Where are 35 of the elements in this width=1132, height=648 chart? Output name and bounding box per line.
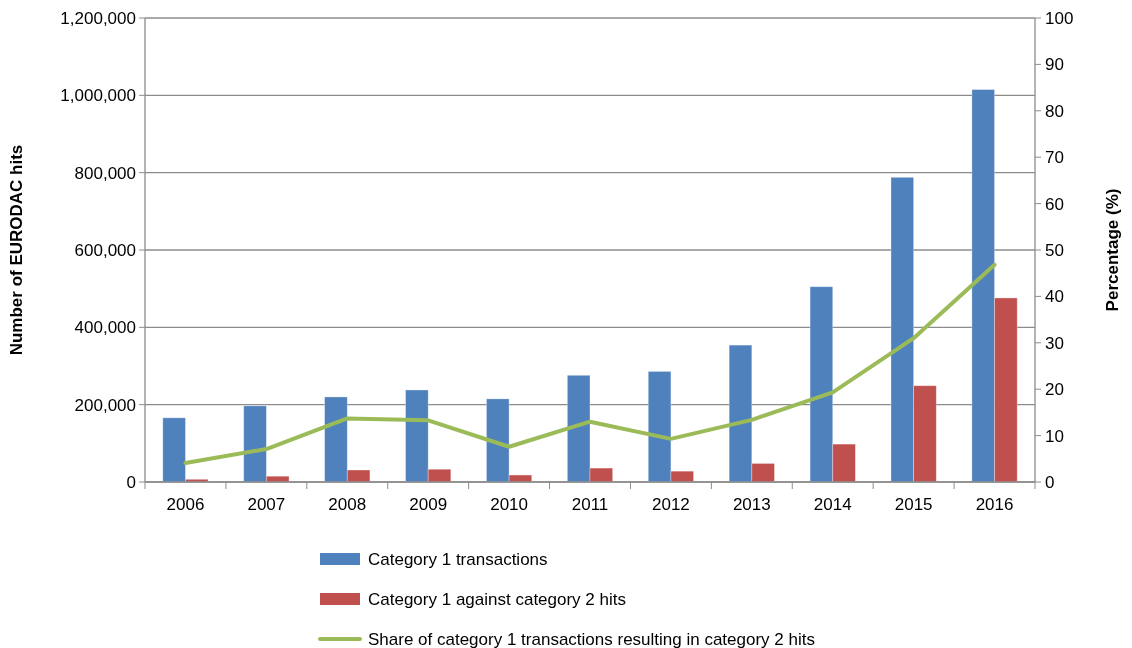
- y2-tick-label: 30: [1045, 333, 1064, 353]
- y2-tick-label: 80: [1045, 101, 1064, 121]
- y-tick-label: 200,000: [74, 395, 136, 415]
- y-tick-label: 1,000,000: [60, 86, 136, 106]
- line-series: [183, 262, 997, 465]
- y2-tick-label: 0: [1045, 472, 1055, 492]
- y2-tick-label: 10: [1045, 426, 1064, 446]
- x-tick-label: 2013: [732, 495, 771, 514]
- y2-tick-label: 70: [1045, 148, 1064, 168]
- y2-tick-label: 20: [1045, 380, 1064, 400]
- x-tick-label: 2007: [247, 495, 286, 514]
- legend-label: Category 1 transactions: [368, 549, 548, 569]
- x-tick-label: 2009: [409, 495, 448, 514]
- x-tick-label: 2008: [328, 495, 367, 514]
- y2-tick-label: 100: [1045, 8, 1074, 28]
- y2-tick-label: 50: [1045, 240, 1064, 260]
- x-tick-label: 2015: [894, 495, 933, 514]
- y-tick-label: 1,200,000: [60, 8, 136, 28]
- y2-tick-label: 60: [1045, 194, 1064, 214]
- x-tick-label: 2014: [813, 495, 852, 514]
- y2-tick-label: 90: [1045, 55, 1064, 75]
- y-axis-title: Number of EURODAC hits: [7, 144, 26, 356]
- y2-axis-title: Percentage (%): [1103, 188, 1122, 312]
- x-tick-label: 2011: [571, 495, 609, 514]
- y-tick-label: 800,000: [74, 163, 136, 183]
- x-tick-label: 2012: [652, 495, 690, 514]
- y-tick-label: 600,000: [74, 240, 136, 260]
- y-tick-label: 400,000: [74, 318, 136, 338]
- y2-tick-label: 40: [1045, 287, 1064, 307]
- x-tick-label: 2016: [975, 495, 1014, 514]
- x-tick-label: 2006: [166, 495, 205, 514]
- y-tick-label: 0: [126, 472, 136, 492]
- legend-label: Share of category 1 transactions resulting in category 2 hits: [368, 629, 815, 648]
- legend-label: Category 1 against category 2 hits: [368, 589, 626, 609]
- x-tick-label: 2010: [490, 495, 528, 514]
